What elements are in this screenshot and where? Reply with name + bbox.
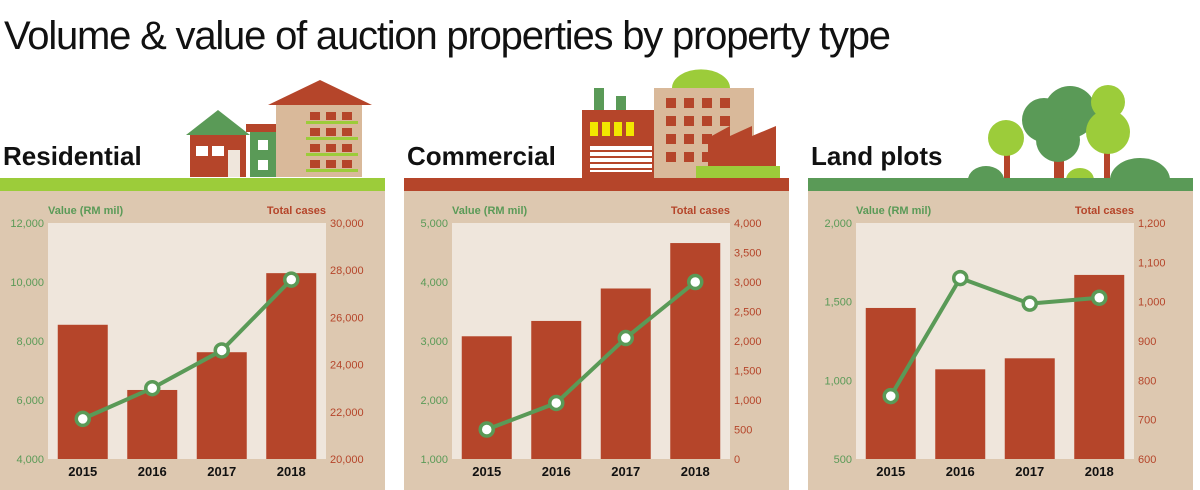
panel-title: Land plots: [811, 141, 942, 171]
left-axis-label: Value (RM mil): [48, 205, 124, 217]
category-label: 2017: [1015, 464, 1044, 479]
ground-strip: [404, 178, 789, 191]
right-tick-label: 2,000: [734, 336, 762, 348]
left-tick-label: 4,000: [420, 277, 448, 289]
left-tick-label: 3,000: [420, 336, 448, 348]
right-tick-label: 3,500: [734, 248, 762, 260]
line-point-2016: [548, 394, 565, 412]
right-tick-label: 1,100: [1138, 257, 1166, 269]
category-label: 2016: [138, 464, 167, 479]
bar-2015: [57, 324, 108, 459]
panel-title: Residential: [3, 141, 142, 171]
left-tick-label: 12,000: [10, 218, 44, 230]
right-tick-label: 4,000: [734, 218, 762, 230]
right-tick-label: 22,000: [330, 407, 364, 419]
bar-2018: [266, 273, 317, 459]
bar-2017: [1004, 358, 1055, 459]
right-tick-label: 500: [734, 425, 752, 437]
right-tick-label: 1,000: [734, 395, 762, 407]
line-point-2017: [1021, 295, 1038, 312]
left-tick-label: 1,000: [824, 375, 852, 387]
left-tick-label: 500: [834, 454, 852, 466]
bar-2016: [531, 320, 582, 459]
total-cases-line: [81, 278, 293, 421]
category-label: 2017: [611, 464, 640, 479]
ground-strip: [0, 178, 385, 191]
line-point-2015: [882, 387, 899, 405]
left-tick-label: 8,000: [16, 336, 44, 348]
category-label: 2018: [681, 464, 710, 479]
right-tick-label: 2,500: [734, 307, 762, 319]
line-point-2015: [74, 410, 91, 428]
left-axis-label: Value (RM mil): [452, 205, 528, 217]
category-label: 2016: [542, 464, 571, 479]
chart-panel-commercial: Commercial Value (RM mil) Total cases 1,000…: [404, 69, 789, 490]
line-point-2015: [478, 421, 495, 438]
total-cases-line: [889, 276, 1100, 398]
category-label: 2015: [68, 464, 97, 479]
left-tick-label: 6,000: [16, 395, 44, 407]
bar-2015: [461, 336, 512, 459]
right-tick-label: 1,500: [734, 366, 762, 378]
category-label: 2018: [277, 464, 306, 479]
bar-2016: [935, 369, 986, 459]
right-tick-label: 30,000: [330, 218, 364, 230]
line-point-2017: [213, 342, 230, 359]
left-tick-label: 10,000: [10, 277, 44, 289]
bar-2017: [196, 352, 247, 459]
bar-2015: [865, 307, 916, 459]
bar-2017: [600, 288, 651, 459]
right-axis-label: Total cases: [671, 205, 730, 217]
left-tick-label: 2,000: [420, 395, 448, 407]
left-tick-label: 1,500: [824, 297, 852, 309]
left-tick-label: 5,000: [420, 218, 448, 230]
right-tick-label: 26,000: [330, 312, 364, 324]
right-tick-label: 0: [734, 454, 740, 466]
category-label: 2015: [472, 464, 501, 479]
line-point-2018: [1091, 289, 1108, 306]
trees-icon: [968, 85, 1170, 180]
right-tick-label: 600: [1138, 454, 1156, 466]
chart-panel-residential: Residential Value (RM mil) Total cases 4,00…: [0, 80, 385, 490]
right-axis-label: Total cases: [1075, 205, 1134, 217]
left-tick-label: 2,000: [824, 218, 852, 230]
category-label: 2016: [946, 464, 975, 479]
line-point-2016: [144, 379, 161, 397]
right-tick-label: 3,000: [734, 277, 762, 289]
line-point-2016: [952, 269, 969, 287]
category-label: 2018: [1085, 464, 1114, 479]
left-tick-label: 1,000: [420, 454, 448, 466]
right-tick-label: 700: [1138, 415, 1156, 427]
right-tick-label: 24,000: [330, 360, 364, 372]
left-axis-label: Value (RM mil): [856, 205, 932, 217]
left-tick-label: 4,000: [16, 454, 44, 466]
ground-strip: [808, 178, 1193, 191]
chart-title: Volume & value of auction properties by …: [4, 14, 891, 58]
right-tick-label: 900: [1138, 336, 1156, 348]
category-label: 2015: [876, 464, 905, 479]
factory-icon: [582, 69, 780, 178]
right-tick-label: 1,200: [1138, 218, 1166, 230]
chart-panel-land-plots: Land plots Value (RM mil) Total cases 500 1,…: [808, 85, 1193, 490]
right-tick-label: 800: [1138, 375, 1156, 387]
right-tick-label: 28,000: [330, 265, 364, 277]
category-label: 2017: [207, 464, 236, 479]
right-tick-label: 20,000: [330, 454, 364, 466]
line-point-2018: [687, 273, 704, 291]
bar-2016: [127, 389, 178, 459]
right-axis-label: Total cases: [267, 205, 326, 217]
line-point-2018: [283, 271, 300, 288]
total-cases-line: [486, 280, 697, 432]
panel-title: Commercial: [407, 141, 556, 171]
line-point-2017: [617, 329, 634, 347]
houses-icon: [186, 80, 372, 177]
right-tick-label: 1,000: [1138, 297, 1166, 309]
